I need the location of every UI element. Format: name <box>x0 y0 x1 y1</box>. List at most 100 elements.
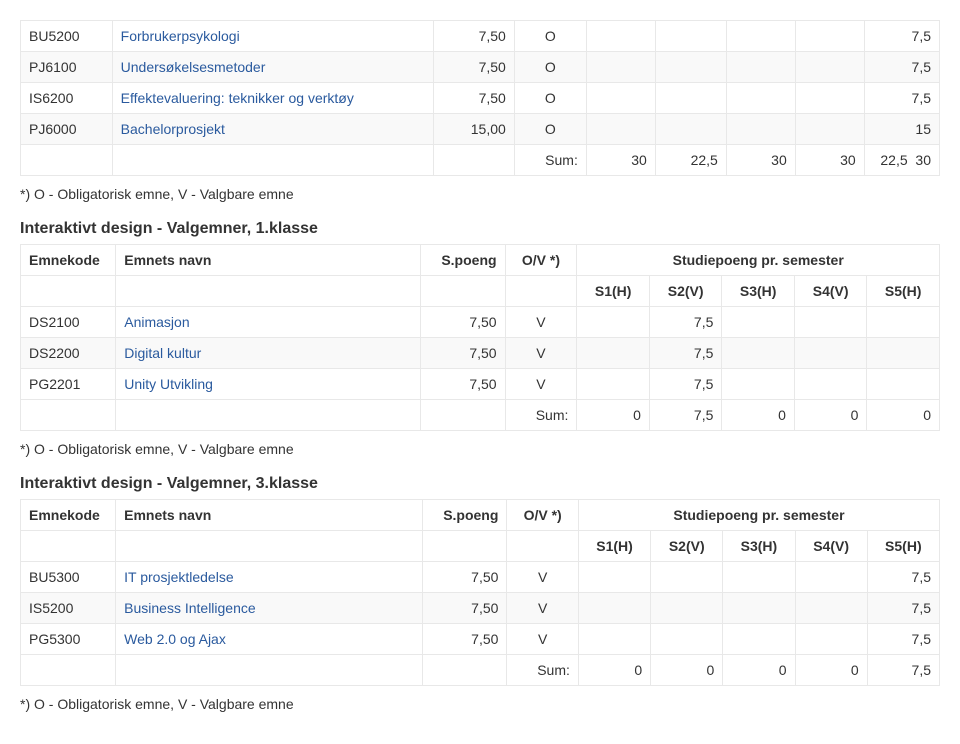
sem-s4 <box>794 369 866 400</box>
sum-s4: 0 <box>794 400 866 431</box>
table-row: IS6200 Effektevaluering: teknikker og ver… <box>21 83 940 114</box>
sum-row: Sum:07,5000 <box>21 400 940 431</box>
course-points: 7,50 <box>434 83 515 114</box>
sum-row: Sum:00007,5 <box>21 655 940 686</box>
col-header-code: Emnekode <box>21 245 116 276</box>
sem-s2 <box>651 593 723 624</box>
col-s4: S4(V) <box>795 531 867 562</box>
course-name: Undersøkelsesmetoder <box>112 52 434 83</box>
course-link[interactable]: Forbrukerpsykologi <box>121 28 240 44</box>
sem-s4 <box>795 21 864 52</box>
sem-s5 <box>867 338 940 369</box>
sum-s3: 30 <box>726 145 795 176</box>
sum-s1: 0 <box>578 655 650 686</box>
course-ov: V <box>507 593 578 624</box>
course-link[interactable]: Bachelorprosjekt <box>121 121 225 137</box>
sem-s5: 7,5 <box>864 83 939 114</box>
sum-s5: 7,5 <box>867 655 939 686</box>
course-ov: V <box>505 307 577 338</box>
course-name: Bachelorprosjekt <box>112 114 434 145</box>
course-link[interactable]: Business Intelligence <box>124 600 256 616</box>
course-ov: O <box>514 21 586 52</box>
sem-s2: 7,5 <box>649 307 721 338</box>
section2-title: Interaktivt design - Valgemner, 3.klasse <box>20 475 940 493</box>
sem-s1 <box>577 307 650 338</box>
col-s2: S2(V) <box>651 531 723 562</box>
course-ov: V <box>505 369 577 400</box>
col-header-ov: O/V *) <box>505 245 577 276</box>
course-link[interactable]: Unity Utvikling <box>124 376 213 392</box>
course-link[interactable]: Effektevaluering: teknikker og verktøy <box>121 90 354 106</box>
course-points: 7,50 <box>421 369 505 400</box>
col-s1: S1(H) <box>578 531 650 562</box>
table-row: BU5300IT prosjektledelse7,50V7,5 <box>21 562 940 593</box>
sem-s3 <box>722 338 795 369</box>
course-link[interactable]: Digital kultur <box>124 345 201 361</box>
sem-s3 <box>723 562 795 593</box>
col-s1: S1(H) <box>577 276 650 307</box>
course-link[interactable]: IT prosjektledelse <box>124 569 233 585</box>
sum-s4: 30 <box>795 145 864 176</box>
sum-s3: 0 <box>722 400 795 431</box>
sem-s2 <box>655 52 726 83</box>
course-link[interactable]: Web 2.0 og Ajax <box>124 631 226 647</box>
table-row: DS2100Animasjon7,50V7,5 <box>21 307 940 338</box>
sem-s5: 7,5 <box>867 593 939 624</box>
sum-row: Sum:3022,5303022,5 30 <box>21 145 940 176</box>
course-points: 7,50 <box>434 52 515 83</box>
course-name: Digital kultur <box>116 338 421 369</box>
sem-s4 <box>795 52 864 83</box>
course-points: 7,50 <box>421 307 505 338</box>
course-link[interactable]: Animasjon <box>124 314 189 330</box>
sem-s1 <box>577 369 650 400</box>
course-points: 7,50 <box>421 338 505 369</box>
course-code: IS5200 <box>21 593 116 624</box>
col-header-ov: O/V *) <box>507 500 578 531</box>
sem-s4 <box>794 307 866 338</box>
section1-table: Emnekode Emnets navn S.poeng O/V *) Stud… <box>20 244 940 431</box>
note-text: *) O - Obligatorisk emne, V - Valgbare e… <box>20 186 940 202</box>
sem-s3 <box>726 114 795 145</box>
sem-s1 <box>586 114 655 145</box>
sum-label: Sum: <box>507 655 578 686</box>
sem-s3 <box>726 21 795 52</box>
course-code: PJ6000 <box>21 114 113 145</box>
sem-s5: 7,5 <box>864 52 939 83</box>
sem-s1 <box>577 338 650 369</box>
course-code: IS6200 <box>21 83 113 114</box>
col-header-points: S.poeng <box>423 500 507 531</box>
sem-s2 <box>655 21 726 52</box>
section1-header-row-1: Emnekode Emnets navn S.poeng O/V *) Stud… <box>21 245 940 276</box>
col-header-study: Studiepoeng pr. semester <box>577 245 940 276</box>
col-s5: S5(H) <box>867 276 940 307</box>
section2-header-row-2: S1(H) S2(V) S3(H) S4(V) S5(H) <box>21 531 940 562</box>
table-row: IS5200Business Intelligence7,50V7,5 <box>21 593 940 624</box>
sem-s3 <box>726 52 795 83</box>
sem-s1 <box>578 593 650 624</box>
sum-s1: 30 <box>586 145 655 176</box>
course-ov: O <box>514 114 586 145</box>
sum-s2: 7,5 <box>649 400 721 431</box>
sem-s4 <box>795 114 864 145</box>
course-code: PG2201 <box>21 369 116 400</box>
section1-header-row-2: S1(H) S2(V) S3(H) S4(V) S5(H) <box>21 276 940 307</box>
sem-s1 <box>586 83 655 114</box>
table-row: PG2201Unity Utvikling7,50V7,5 <box>21 369 940 400</box>
sem-s1 <box>578 624 650 655</box>
course-ov: O <box>514 52 586 83</box>
sem-s5: 15 <box>864 114 939 145</box>
course-ov: V <box>507 562 578 593</box>
table-row: PG5300Web 2.0 og Ajax7,50V7,5 <box>21 624 940 655</box>
sem-s5: 7,5 <box>864 21 939 52</box>
sem-s1 <box>586 21 655 52</box>
course-ov: V <box>505 338 577 369</box>
sem-s2 <box>651 624 723 655</box>
course-name: Unity Utvikling <box>116 369 421 400</box>
sem-s3 <box>723 624 795 655</box>
course-code: BU5200 <box>21 21 113 52</box>
course-link[interactable]: Undersøkelsesmetoder <box>121 59 266 75</box>
table-row: PJ6100Undersøkelsesmetoder7,50O7,5 <box>21 52 940 83</box>
sem-s4 <box>795 624 867 655</box>
course-name: Effektevaluering: teknikker og verktøy <box>112 83 434 114</box>
course-name: IT prosjektledelse <box>116 562 423 593</box>
